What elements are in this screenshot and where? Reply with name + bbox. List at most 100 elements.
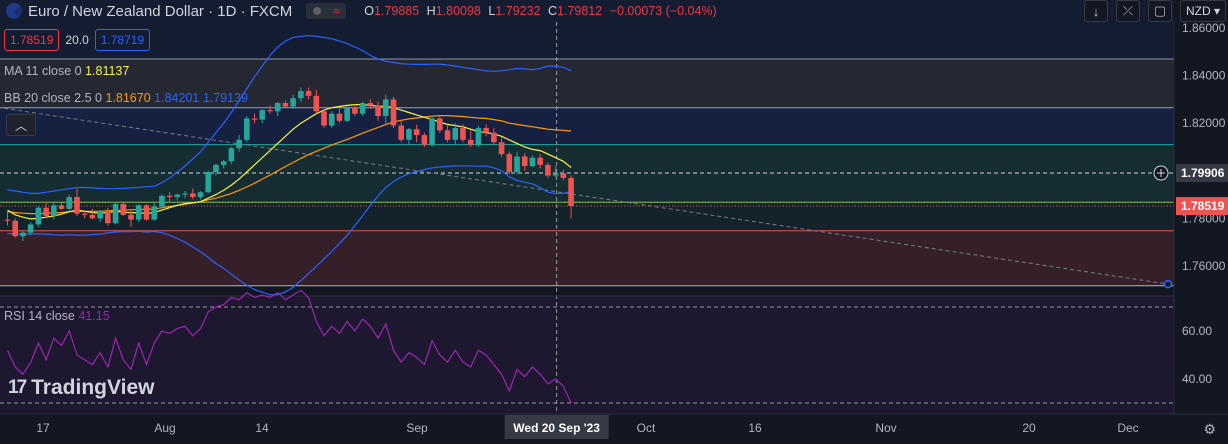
candle-body xyxy=(552,173,559,176)
rsi-line xyxy=(6,289,572,404)
time-tick-label: Sep xyxy=(406,421,428,435)
candle-body xyxy=(66,196,73,209)
time-tick-label: Aug xyxy=(154,421,175,435)
candle-body xyxy=(367,102,374,106)
candle-body xyxy=(27,224,34,233)
candle-body xyxy=(143,205,150,220)
ma-legend[interactable]: MA 11 close 0 1.81137 xyxy=(4,64,129,78)
candle-body xyxy=(282,102,289,107)
candle-body xyxy=(382,99,389,117)
candle-body xyxy=(568,177,574,207)
screenshot-icon[interactable]: ▢ xyxy=(1148,0,1172,22)
candle-body xyxy=(537,157,543,165)
rsi-legend[interactable]: RSI 14 close 41.15 xyxy=(4,309,110,323)
price-tick-label: 1.76000 xyxy=(1182,259,1226,273)
candle-body xyxy=(421,135,428,145)
candle-body xyxy=(112,204,119,224)
top-right-toolbar: ↓ ⤫ ▢ NZD ▾ xyxy=(1076,0,1228,22)
open-label: O xyxy=(364,4,374,18)
candle-body xyxy=(298,91,304,99)
close-value: 1.79812 xyxy=(557,4,603,18)
logo-text: TradingView xyxy=(31,376,155,399)
candle-body xyxy=(437,118,443,131)
bb-legend[interactable]: BB 20 close 2.5 0 1.81670 1.84201 1.7913… xyxy=(4,91,248,105)
candle-body xyxy=(398,125,405,140)
candle-body xyxy=(74,196,80,214)
time-tick-label: Nov xyxy=(875,421,896,435)
candle-body xyxy=(174,194,181,197)
tradingview-mark-icon: 17 xyxy=(8,377,27,398)
last-price-label: 1.78519 xyxy=(1181,199,1225,213)
trade-panel: 1.78519 20.0 1.78719 xyxy=(4,29,151,51)
zone-green xyxy=(0,144,1174,203)
symbol-title[interactable]: Euro / New Zealand Dollar · 1D · FXCM xyxy=(28,2,293,20)
bb-basis-value: 1.81670 xyxy=(105,91,151,105)
candle-body xyxy=(244,118,250,140)
tradingview-logo[interactable]: 17 TradingView xyxy=(8,376,154,400)
candle-body xyxy=(352,107,358,114)
candle-body xyxy=(197,192,204,197)
zone-top xyxy=(0,0,1174,59)
time-tick-label: Oct xyxy=(637,421,656,435)
candle-body xyxy=(506,154,513,172)
ma-value: 1.81137 xyxy=(85,64,130,78)
candle-body xyxy=(429,118,435,145)
candle-body xyxy=(51,205,57,217)
low-label: L xyxy=(488,4,496,18)
candle-body xyxy=(213,164,219,172)
currency-selector[interactable]: NZD ▾ xyxy=(1180,0,1226,22)
candle-body xyxy=(313,95,320,112)
sell-button[interactable]: 1.78519 xyxy=(4,29,60,51)
time-tick-label: 16 xyxy=(748,421,762,435)
candle-body xyxy=(560,173,567,178)
collapse-icon[interactable]: ⤫ xyxy=(1116,0,1140,22)
candle-body xyxy=(413,129,420,136)
candle-body xyxy=(151,206,157,220)
time-tick-label: 17 xyxy=(36,421,50,435)
zone-red xyxy=(0,230,1174,286)
eye-icon xyxy=(312,7,321,15)
candle-body xyxy=(514,156,520,172)
candle-body xyxy=(120,204,127,215)
rsi-tick-label: 60.00 xyxy=(1182,324,1212,338)
visibility-toggle-button[interactable]: ≈ xyxy=(306,3,347,19)
crosshair-price-badge xyxy=(1176,164,1228,183)
candle-body xyxy=(43,207,49,217)
currency-flag-icon xyxy=(6,3,22,19)
candle-body xyxy=(274,102,281,112)
candle-body xyxy=(228,148,235,162)
candle-body xyxy=(359,102,366,114)
price-tick-label: 1.82000 xyxy=(1182,116,1226,130)
candle-body xyxy=(97,211,103,219)
candle-body xyxy=(58,205,65,209)
price-tick-label: 1.86000 xyxy=(1182,21,1226,35)
candle-body xyxy=(12,220,19,237)
time-tick-label: 20 xyxy=(1022,421,1036,435)
open-value: 1.79885 xyxy=(373,4,420,18)
settings-gear-icon[interactable]: ⚙ xyxy=(1203,421,1216,437)
close-label: C xyxy=(547,4,558,18)
candle-body xyxy=(4,219,11,221)
candle-body xyxy=(259,110,266,120)
candle-body xyxy=(128,214,134,220)
candle-body xyxy=(375,105,381,117)
candle-body xyxy=(328,113,335,126)
candle-body xyxy=(35,207,42,225)
collapse-legend-button[interactable]: ︿ xyxy=(6,114,36,136)
candle-body xyxy=(521,156,528,167)
candle-body xyxy=(321,111,327,126)
rsi-pane-background xyxy=(0,296,1174,414)
ma-label: MA 11 close 0 xyxy=(4,64,82,78)
last-price-badge xyxy=(1176,197,1228,216)
candle-body xyxy=(89,214,96,219)
candle-body xyxy=(159,195,165,207)
time-tick-label: 14 xyxy=(255,421,269,435)
bb-lower-value: 1.79139 xyxy=(202,91,248,105)
price-axis-background xyxy=(1174,22,1228,414)
candle-body xyxy=(20,232,26,237)
arrow-down-icon[interactable]: ↓ xyxy=(1084,0,1108,22)
candle-body xyxy=(498,142,505,155)
candle-body xyxy=(390,99,397,126)
buy-button[interactable]: 1.78719 xyxy=(94,29,151,51)
